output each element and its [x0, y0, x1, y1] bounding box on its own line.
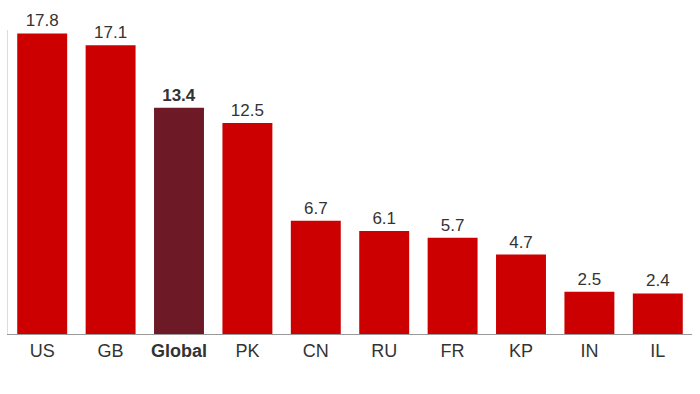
svg-text:12.5: 12.5: [231, 101, 264, 120]
svg-text:2.5: 2.5: [578, 270, 602, 289]
svg-text:IL: IL: [650, 341, 665, 361]
svg-text:CN: CN: [303, 341, 329, 361]
svg-text:2.4: 2.4: [646, 271, 670, 290]
svg-text:US: US: [30, 341, 55, 361]
svg-text:4.7: 4.7: [509, 233, 533, 252]
svg-text:6.7: 6.7: [304, 199, 328, 218]
svg-text:IN: IN: [580, 341, 598, 361]
svg-text:17.8: 17.8: [26, 11, 59, 30]
svg-text:RU: RU: [371, 341, 397, 361]
svg-text:KP: KP: [509, 341, 533, 361]
svg-text:FR: FR: [441, 341, 465, 361]
svg-text:GB: GB: [98, 341, 124, 361]
svg-text:6.1: 6.1: [372, 209, 396, 228]
svg-text:Global: Global: [151, 341, 207, 361]
svg-text:PK: PK: [235, 341, 259, 361]
svg-text:13.4: 13.4: [162, 86, 196, 105]
svg-text:5.7: 5.7: [441, 216, 465, 235]
svg-text:17.1: 17.1: [94, 23, 127, 42]
